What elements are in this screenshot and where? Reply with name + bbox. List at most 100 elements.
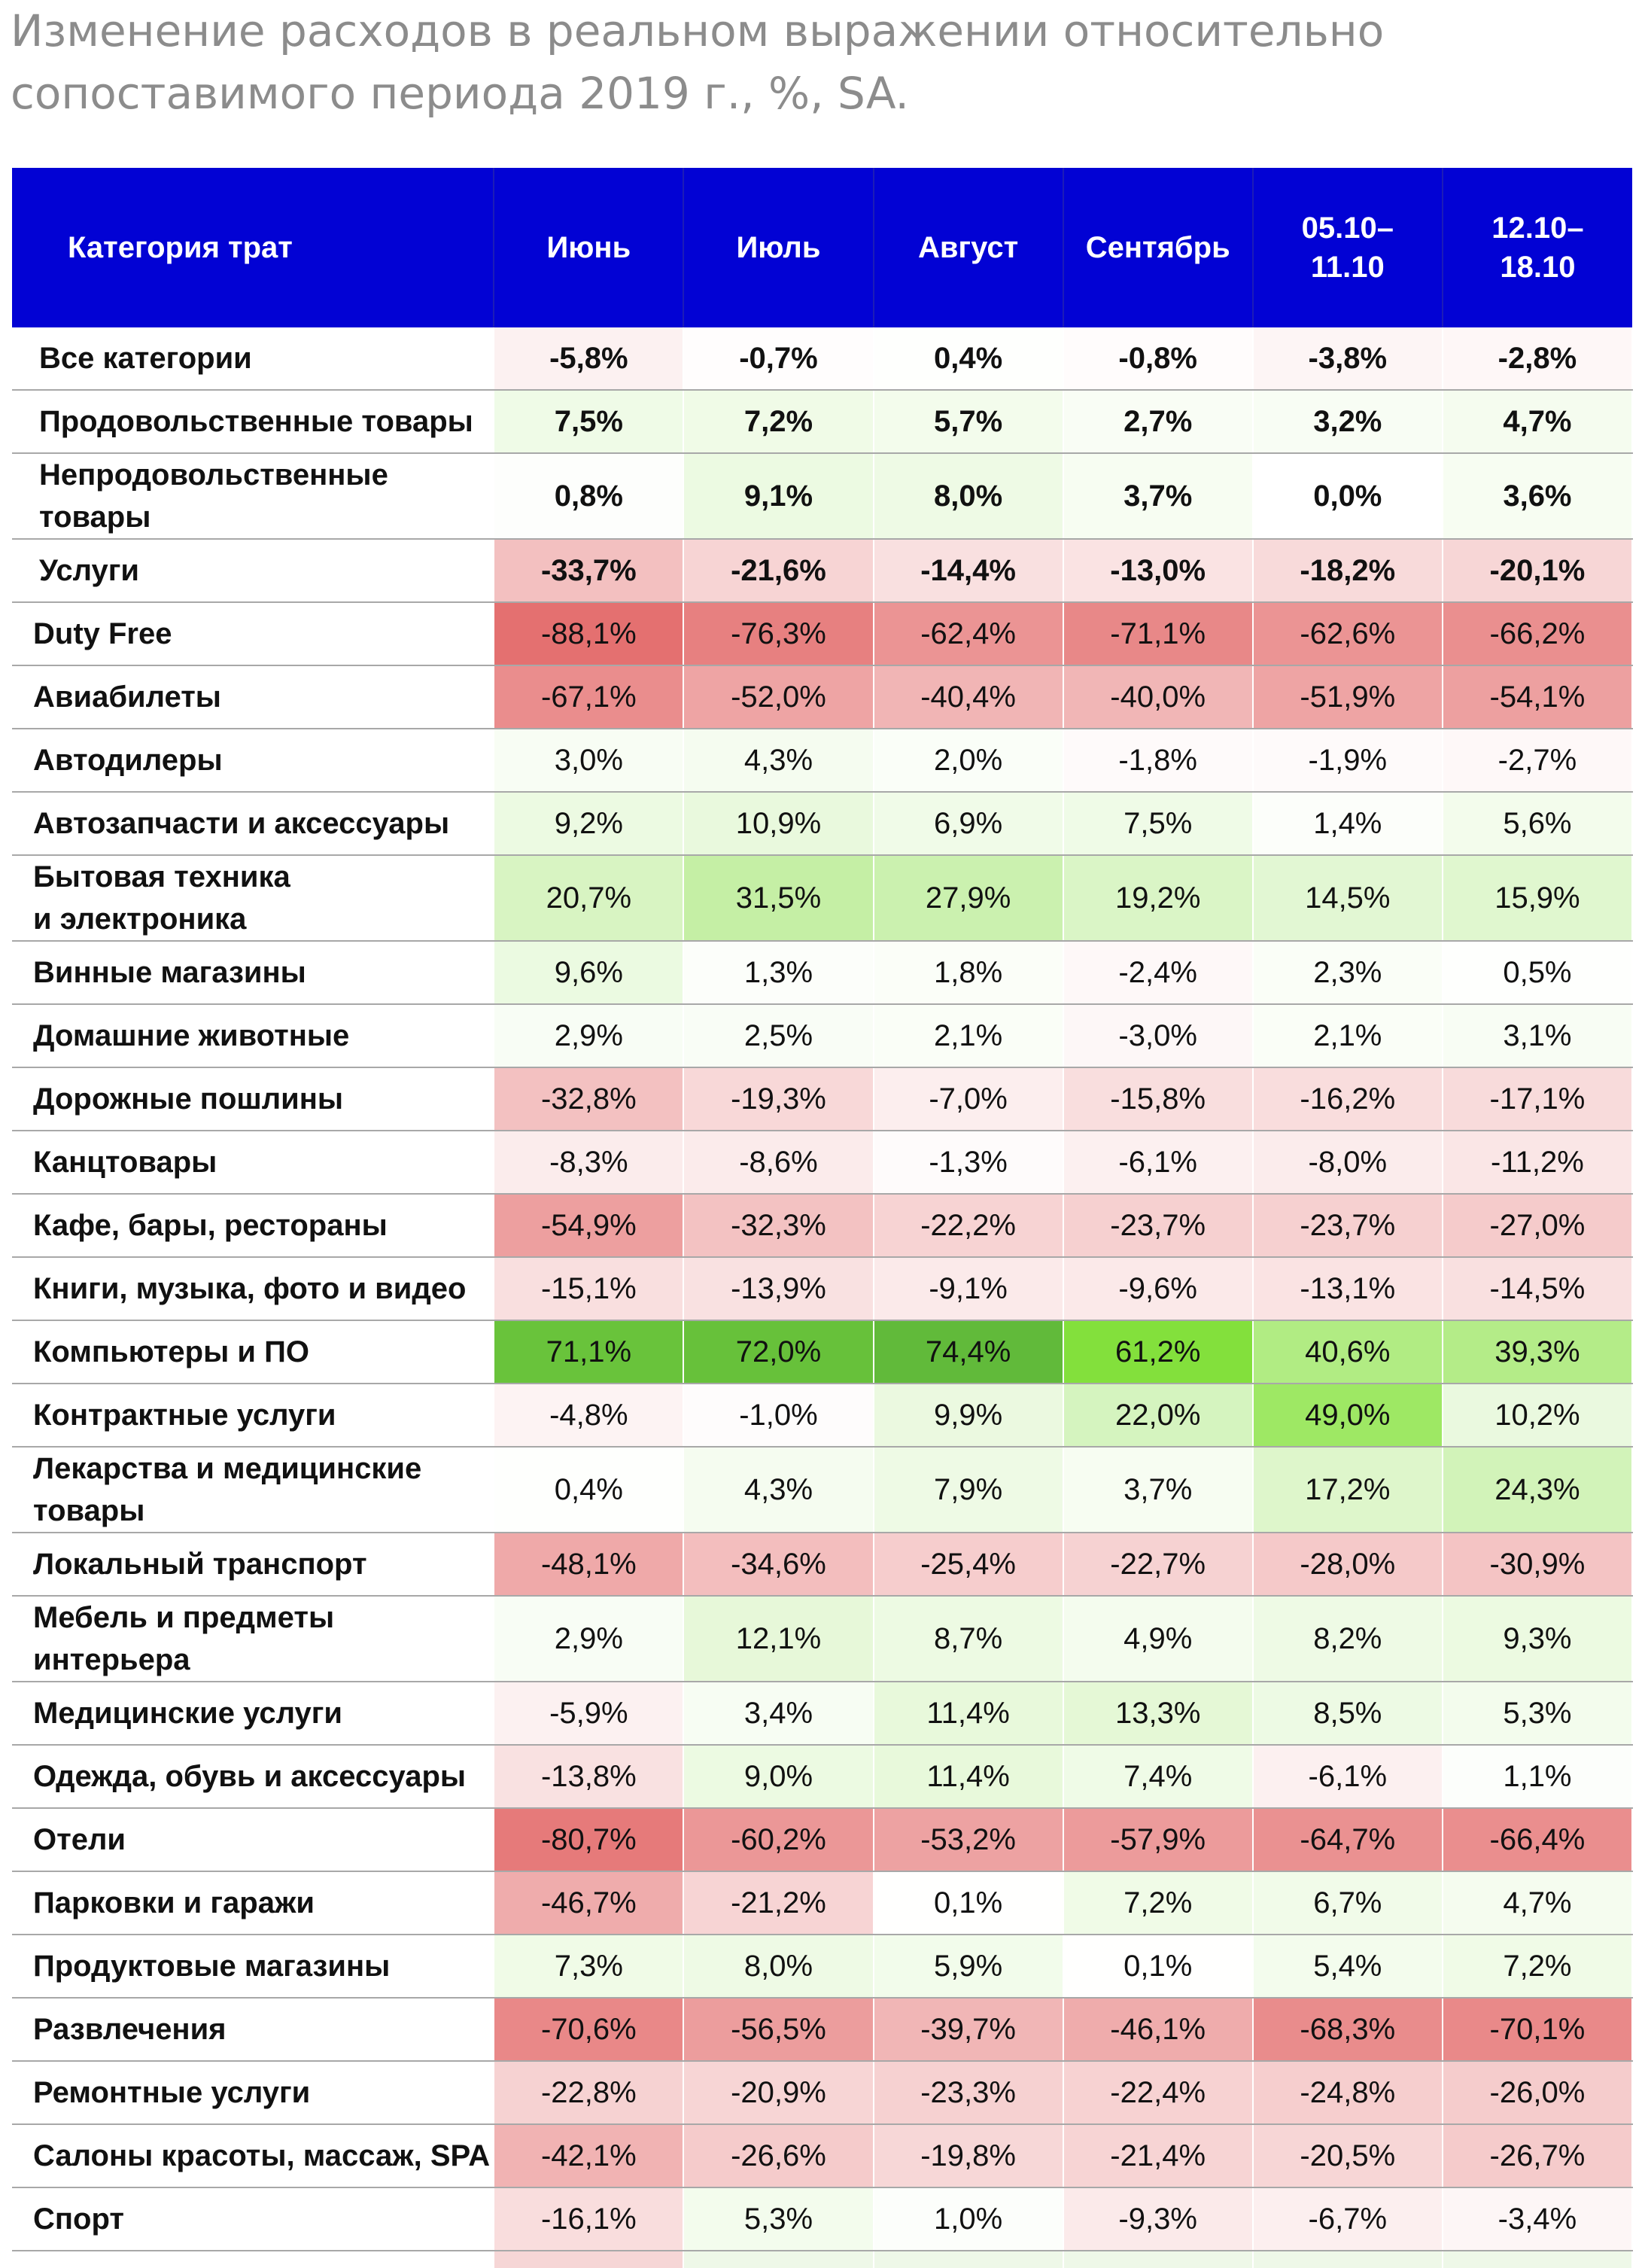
value-cell: -71,1% [1063, 602, 1254, 666]
value-cell: -19,8% [873, 2124, 1064, 2188]
value-cell: -64,7% [1252, 1808, 1443, 1872]
category-label: Дорожные пошлины [12, 1067, 495, 1131]
category-label-line: Спорт [33, 2203, 124, 2236]
value-cell: -9,6% [1063, 1257, 1254, 1321]
value-cell: -40,0% [1063, 665, 1254, 729]
table-row: Бытовая техника и электроника 20,7% 31,5% 27… [12, 855, 1634, 942]
value-cell: 5,4% [1252, 1935, 1443, 1999]
value-cell: 4,7% [1442, 390, 1634, 454]
value-cell: 7,2% [1063, 1871, 1254, 1935]
value-cell: -9,1% [873, 1257, 1064, 1321]
value-cell: 14,5% [1252, 855, 1443, 942]
value-cell: -1,0% [683, 1384, 874, 1448]
value-cell: 40,6% [1252, 1320, 1443, 1384]
value-cell: 2,0% [873, 729, 1064, 793]
value-cell: 10,2% [1442, 1384, 1634, 1448]
value-cell: -9,3% [1063, 2187, 1254, 2251]
column-header-line: 05.10– [1301, 212, 1394, 245]
value-cell: -54,1% [1442, 665, 1634, 729]
value-cell: -33,7% [494, 539, 685, 603]
value-cell: 72,0% [683, 1320, 874, 1384]
table-row: Кафе, бары, рестораны -54,9% -32,3% -22,2% -… [12, 1194, 1634, 1258]
value-cell: 4,3% [683, 1447, 874, 1533]
category-label-line: Автодилеры [33, 744, 223, 777]
value-cell: -5,8% [494, 327, 685, 391]
value-cell: 5,6% [1442, 792, 1634, 856]
value-cell: 5,3% [683, 2187, 874, 2251]
category-label-line: Дорожные пошлины [33, 1082, 344, 1116]
value-cell-partial [1252, 2251, 1443, 2268]
table-row: Все категории -5,8% -0,7% 0,4% -0,8% -3,8% -2,… [12, 327, 1634, 391]
category-label: Компьютеры и ПО [12, 1320, 495, 1384]
value-cell: -32,3% [683, 1194, 874, 1258]
value-cell: -76,3% [683, 602, 874, 666]
value-cell: 74,4% [873, 1320, 1064, 1384]
value-cell-partial [873, 2251, 1064, 2268]
value-cell: -62,4% [873, 602, 1064, 666]
category-label: Домашние животные [12, 1004, 495, 1068]
value-cell: 8,0% [683, 1935, 874, 1999]
value-cell: 9,3% [1442, 1596, 1634, 1682]
value-cell: -46,7% [494, 1871, 685, 1935]
value-cell: 1,1% [1442, 1745, 1634, 1809]
value-cell: -66,4% [1442, 1808, 1634, 1872]
table-row: Компьютеры и ПО 71,1% 72,0% 74,4% 61,2% 40,6%… [12, 1320, 1634, 1384]
value-cell-partial [1063, 2251, 1254, 2268]
value-cell: -51,9% [1252, 665, 1443, 729]
value-cell: 1,0% [873, 2187, 1064, 2251]
value-cell: -8,0% [1252, 1131, 1443, 1195]
value-cell: -62,6% [1252, 602, 1443, 666]
value-cell: 7,4% [1063, 1745, 1254, 1809]
value-cell: 0,4% [873, 327, 1064, 391]
value-cell: 4,9% [1063, 1596, 1254, 1682]
value-cell: 0,8% [494, 453, 685, 540]
category-label: Медицинские услуги [12, 1682, 495, 1746]
value-cell: 2,1% [1252, 1004, 1443, 1068]
column-header-4: Сентябрь [1063, 168, 1254, 327]
category-label: Авиабилеты [12, 665, 495, 729]
table-row: Мебель и предметы интерьера 2,9% 12,1% 8,7% 4… [12, 1596, 1634, 1682]
table-row: Автозапчасти и аксессуары 9,2% 10,9% 6,9% 7,… [12, 792, 1634, 856]
value-cell: -26,6% [683, 2124, 874, 2188]
value-cell: 11,4% [873, 1682, 1064, 1746]
value-cell: -42,1% [494, 2124, 685, 2188]
value-cell: -23,7% [1063, 1194, 1254, 1258]
value-cell: -15,8% [1063, 1067, 1254, 1131]
category-label: Мебель и предметы интерьера [12, 1596, 495, 1682]
value-cell: -2,4% [1063, 941, 1254, 1005]
value-cell: -1,8% [1063, 729, 1254, 793]
category-label-line: Бытовая техника [33, 860, 290, 894]
value-cell: -21,6% [683, 539, 874, 603]
category-label-line: Салоны красоты, массаж, SPA [33, 2139, 491, 2172]
value-cell: 39,3% [1442, 1320, 1634, 1384]
value-cell: -20,5% [1252, 2124, 1443, 2188]
column-header-2: Июль [683, 168, 874, 327]
value-cell: -15,1% [494, 1257, 685, 1321]
value-cell: -70,1% [1442, 1998, 1634, 2062]
value-cell: -54,9% [494, 1194, 685, 1258]
category-label-line: интерьера [33, 1643, 190, 1676]
value-cell: 3,7% [1063, 453, 1254, 540]
table-row: Парковки и гаражи -46,7% -21,2% 0,1% 7,2% 6,7… [12, 1871, 1634, 1935]
value-cell: 0,1% [873, 1871, 1064, 1935]
table-row: Автодилеры 3,0% 4,3% 2,0% -1,8% -1,9% -2,7% [12, 729, 1634, 793]
value-cell: -27,0% [1442, 1194, 1634, 1258]
value-cell: 7,2% [683, 390, 874, 454]
value-cell: 24,3% [1442, 1447, 1634, 1533]
category-label-line: Услуги [39, 554, 139, 587]
category-label-line: Мебель и предметы [33, 1601, 335, 1634]
spending-change-table: Категория трат Июнь Июль Август Сентябрь 05.1… [12, 168, 1634, 2268]
column-header-line: 18.10 [1500, 251, 1576, 284]
table-row: Домашние животные 2,9% 2,5% 2,1% -3,0% 2,1% 3,… [12, 1004, 1634, 1068]
value-cell: 1,4% [1252, 792, 1443, 856]
value-cell: -13,8% [494, 1745, 685, 1809]
column-header-line: 11.10 [1310, 251, 1385, 284]
column-header-line: Июнь [546, 231, 631, 264]
value-cell: -0,8% [1063, 327, 1254, 391]
category-label-line: Авиабилеты [33, 680, 221, 714]
value-cell: 2,5% [683, 1004, 874, 1068]
value-cell: 9,9% [873, 1384, 1064, 1448]
value-cell: -6,1% [1063, 1131, 1254, 1195]
header-row: Категория трат Июнь Июль Август Сентябрь 05.1… [12, 168, 1632, 327]
value-cell: -21,2% [683, 1871, 874, 1935]
